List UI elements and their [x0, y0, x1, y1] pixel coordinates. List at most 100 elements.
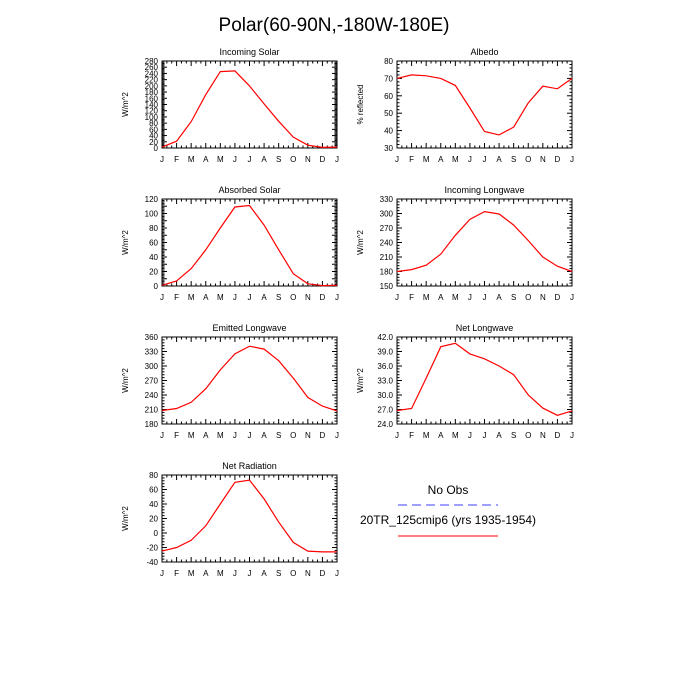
- y-tick-label: 30: [384, 144, 393, 153]
- legend: No Obs 20TR_125cmip6 (yrs 1935-1954): [360, 483, 536, 537]
- y-tick-label: 80: [149, 119, 158, 128]
- y-tick-label: 27.0: [377, 406, 393, 415]
- x-tick-label: A: [203, 155, 209, 164]
- x-tick-label: M: [217, 431, 224, 440]
- y-tick-label: 20: [149, 268, 158, 277]
- y-tick-label: 240: [145, 391, 159, 400]
- y-tick-label: -20: [146, 544, 158, 553]
- y-axis-label: W/m^2: [121, 506, 130, 531]
- x-tick-label: M: [423, 431, 430, 440]
- y-tick-label: 80: [384, 57, 393, 66]
- x-tick-label: M: [217, 293, 224, 302]
- x-tick-label: M: [188, 569, 195, 578]
- x-tick-label: A: [438, 155, 444, 164]
- x-tick-label: J: [483, 155, 487, 164]
- x-tick-label: J: [468, 155, 472, 164]
- y-tick-label: 24.0: [377, 420, 393, 429]
- y-tick-label: 60: [384, 92, 393, 101]
- y-tick-label: 280: [145, 57, 159, 66]
- y-tick-label: 60: [149, 125, 158, 134]
- x-tick-label: N: [540, 431, 546, 440]
- x-tick-label: N: [305, 431, 311, 440]
- y-tick-label: 30.0: [377, 391, 393, 400]
- y-tick-label: 260: [145, 63, 159, 72]
- x-tick-label: M: [452, 293, 459, 302]
- y-tick-label: 160: [145, 94, 159, 103]
- x-tick-label: J: [483, 431, 487, 440]
- x-tick-label: F: [174, 155, 179, 164]
- x-tick-label: F: [409, 431, 414, 440]
- plot-frame: [161, 198, 338, 287]
- x-tick-label: F: [409, 155, 414, 164]
- y-tick-label: 60: [149, 486, 158, 495]
- x-tick-label: A: [203, 569, 209, 578]
- panel-title: Absorbed Solar: [218, 185, 280, 195]
- x-tick-label: J: [248, 431, 252, 440]
- panel-title: Net Radiation: [222, 461, 277, 471]
- y-axis-label: W/m^2: [121, 368, 130, 393]
- y-tick-label: 270: [380, 224, 394, 233]
- plot-frame: [396, 336, 573, 425]
- x-tick-label: M: [423, 293, 430, 302]
- y-axis-label: W/m^2: [121, 230, 130, 255]
- x-tick-label: J: [570, 293, 574, 302]
- x-tick-label: F: [174, 293, 179, 302]
- legend-obs-label: No Obs: [428, 483, 469, 497]
- x-tick-label: O: [525, 431, 531, 440]
- x-tick-label: S: [511, 431, 516, 440]
- x-tick-label: M: [188, 155, 195, 164]
- x-tick-label: A: [261, 155, 267, 164]
- y-tick-label: 39.0: [377, 348, 393, 357]
- x-tick-label: D: [320, 569, 326, 578]
- x-tick-label: J: [248, 569, 252, 578]
- series-line: [396, 74, 573, 136]
- y-tick-label: 360: [145, 333, 159, 342]
- y-tick-label: 180: [380, 268, 394, 277]
- x-tick-label: O: [290, 155, 296, 164]
- x-tick-label: J: [570, 431, 574, 440]
- y-tick-label: 120: [145, 107, 159, 116]
- y-tick-label: 210: [380, 253, 394, 262]
- x-tick-label: D: [555, 293, 561, 302]
- plot-frame: [161, 336, 338, 425]
- x-tick-label: M: [423, 155, 430, 164]
- y-tick-label: 330: [380, 195, 394, 204]
- y-tick-label: 0: [154, 282, 159, 291]
- series-line: [161, 70, 338, 149]
- x-tick-label: A: [496, 431, 502, 440]
- y-tick-label: 140: [145, 101, 159, 110]
- y-tick-label: 60: [149, 239, 158, 248]
- y-tick-label: 40: [384, 127, 393, 136]
- y-axis-label: W/m^2: [356, 368, 365, 393]
- x-tick-label: O: [525, 155, 531, 164]
- panel-title: Net Longwave: [456, 323, 514, 333]
- y-tick-label: 330: [145, 348, 159, 357]
- y-axis-label: W/m^2: [356, 230, 365, 255]
- x-tick-label: J: [160, 293, 164, 302]
- y-tick-label: 20: [149, 515, 158, 524]
- x-tick-label: S: [276, 293, 281, 302]
- y-tick-label: 240: [380, 239, 394, 248]
- y-tick-label: -40: [146, 558, 158, 567]
- x-tick-label: J: [335, 569, 339, 578]
- y-axis-label: W/m^2: [121, 92, 130, 117]
- x-tick-label: F: [174, 569, 179, 578]
- y-tick-label: 100: [145, 210, 159, 219]
- x-tick-label: O: [525, 293, 531, 302]
- y-tick-label: 220: [145, 76, 159, 85]
- plot-frame: [161, 60, 338, 149]
- y-tick-label: 20: [149, 138, 158, 147]
- plot-frame: [161, 474, 338, 563]
- figure-title: Polar(60-90N,-180W-180E): [219, 15, 450, 36]
- x-tick-label: J: [160, 569, 164, 578]
- x-tick-label: J: [248, 155, 252, 164]
- x-tick-label: S: [276, 569, 281, 578]
- panel-title: Emitted Longwave: [212, 323, 286, 333]
- x-tick-label: M: [217, 569, 224, 578]
- x-tick-label: J: [248, 293, 252, 302]
